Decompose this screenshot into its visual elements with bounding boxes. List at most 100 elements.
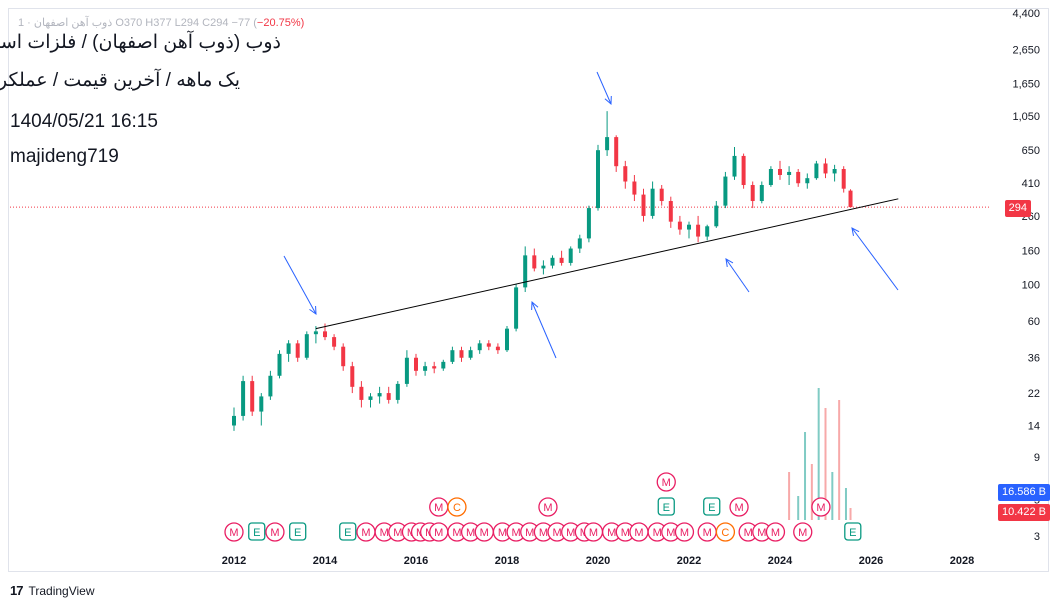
candle-body — [541, 265, 546, 269]
event-marker-label: M — [229, 527, 238, 539]
event-marker-label: M — [634, 527, 643, 539]
event-marker-label: M — [734, 502, 743, 514]
arrow-head-icon — [851, 227, 860, 236]
candle-body — [414, 357, 418, 371]
y-tick-label: 160 — [1022, 246, 1040, 258]
candle-body — [323, 331, 327, 338]
event-marker-label: M — [771, 527, 780, 539]
candle-body — [696, 224, 701, 237]
volume-bar — [831, 472, 834, 520]
author: majideng719 — [10, 146, 119, 167]
event-marker-label: E — [663, 502, 670, 514]
volume-bar — [849, 508, 852, 520]
split-marker-icon — [715, 522, 736, 542]
earnings-marker-icon — [844, 522, 862, 541]
candle-body — [377, 393, 382, 397]
volume-bar — [797, 496, 800, 520]
annotation-arrow — [725, 258, 750, 293]
event-marker-label: M — [512, 527, 521, 539]
event-marker-label: E — [344, 527, 351, 539]
candle-body — [341, 346, 346, 367]
candle-body — [586, 208, 591, 239]
candle-body — [759, 185, 764, 202]
earnings-marker-icon — [339, 522, 357, 541]
event-marker-label: M — [744, 527, 753, 539]
x-tick-label: 2012 — [222, 555, 246, 567]
y-tick-label: 4,400 — [1012, 8, 1040, 20]
x-tick-label: 2026 — [859, 555, 883, 567]
candle-body — [359, 386, 364, 400]
annotation-arrow — [596, 71, 612, 105]
last-price-tag: 294 — [1004, 200, 1031, 217]
candle-body — [823, 163, 828, 174]
x-tick-label: 2024 — [768, 555, 793, 567]
annotation-arrow — [283, 255, 317, 315]
candle-body — [505, 328, 509, 351]
earnings-marker-icon — [657, 497, 675, 516]
y-tick-label: 14 — [1028, 420, 1040, 432]
volume-bar — [788, 472, 791, 520]
candle-body — [778, 169, 782, 175]
y-tick-label: 100 — [1022, 279, 1040, 291]
arrow-head-icon — [531, 300, 539, 311]
candle-body — [368, 396, 373, 400]
candle-body — [532, 255, 537, 269]
arrow-head-icon — [725, 258, 734, 267]
event-marker-label: E — [849, 527, 856, 539]
volume-bar — [838, 400, 841, 520]
chart-subtitle: یک ماهه / آخرین قیمت / عملکردی — [0, 70, 240, 91]
event-marker-label: C — [453, 502, 461, 514]
event-marker-label: M — [434, 527, 443, 539]
x-tick-label: 2028 — [950, 555, 974, 567]
candle-body — [577, 238, 582, 249]
candle-body — [623, 166, 628, 182]
event-marker-label: M — [498, 527, 507, 539]
candle-body — [659, 188, 664, 202]
dividend-marker-icon — [811, 497, 831, 517]
candle-body — [750, 185, 755, 202]
candle-body — [614, 137, 619, 167]
event-marker-label: M — [816, 502, 825, 514]
annotation-arrow — [531, 301, 557, 359]
candle-body — [714, 205, 719, 227]
candle-body — [768, 169, 773, 186]
candle-body — [495, 346, 500, 351]
event-marker-label: M — [589, 527, 598, 539]
candle-body — [732, 155, 737, 177]
candle-body — [432, 366, 437, 369]
dividend-marker-icon — [729, 497, 749, 517]
ohlc-legend-text: ذوب آهن اصفهان · 1 O370 H377 L294 C294 −… — [18, 17, 257, 29]
event-marker-label: M — [434, 502, 443, 514]
event-marker-label: M — [552, 527, 561, 539]
y-tick-label: 3 — [1034, 531, 1040, 543]
x-tick-label: 2018 — [495, 555, 519, 567]
event-marker-label: M — [539, 527, 548, 539]
support-trendline — [315, 198, 899, 330]
candle-body — [796, 171, 801, 184]
candle-body — [450, 350, 455, 362]
volume-bar — [824, 408, 827, 520]
candle-body — [350, 366, 355, 387]
event-marker-label: M — [680, 527, 689, 539]
volume-bar — [844, 488, 847, 520]
candle-body — [848, 190, 853, 208]
y-tick-label: 410 — [1022, 178, 1040, 190]
volume-bar — [804, 432, 807, 520]
event-marker-label: M — [466, 527, 475, 539]
event-marker-label: M — [452, 527, 461, 539]
chart-frame — [8, 8, 1049, 572]
dividend-marker-icon — [765, 522, 786, 542]
annotation-arrow — [851, 227, 899, 291]
candle-body — [250, 381, 255, 412]
candle-body — [596, 150, 600, 209]
candle-body — [814, 163, 819, 179]
event-marker-label: M — [566, 527, 575, 539]
earnings-marker-icon — [289, 522, 307, 541]
candle-body — [559, 257, 564, 263]
candle-body — [632, 181, 637, 195]
candle-body — [514, 287, 519, 329]
tradingview-footer[interactable]: 17 TradingView — [10, 583, 95, 598]
y-tick-label: 1,050 — [1012, 111, 1040, 123]
x-tick-label: 2016 — [404, 555, 428, 567]
